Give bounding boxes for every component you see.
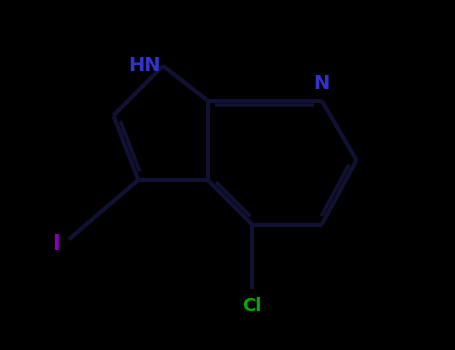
Text: N: N bbox=[313, 74, 330, 93]
Text: HN: HN bbox=[128, 56, 161, 75]
Text: I: I bbox=[53, 234, 60, 254]
Text: Cl: Cl bbox=[243, 296, 262, 315]
